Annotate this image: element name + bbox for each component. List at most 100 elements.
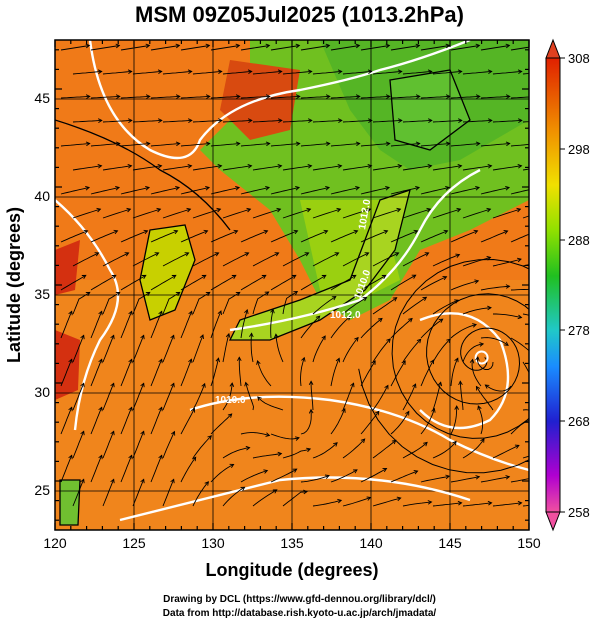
streamline: [510, 143, 529, 147]
streamline: [450, 324, 477, 339]
streamline-arrow: [293, 291, 299, 296]
streamline-arrow: [477, 405, 482, 411]
streamline: [210, 187, 240, 195]
streamline: [492, 208, 521, 219]
streamline-arrow: [303, 489, 308, 495]
streamline-arrow: [423, 441, 428, 447]
streamline-arrow: [355, 94, 361, 99]
streamline: [342, 497, 371, 507]
streamline-arrow: [173, 229, 179, 235]
streamline-arrow: [405, 410, 410, 416]
streamline: [312, 499, 342, 507]
streamline: [420, 276, 447, 291]
streamline-arrow: [366, 496, 372, 501]
streamline: [72, 208, 101, 219]
streamline: [222, 252, 249, 267]
streamline: [180, 311, 193, 339]
streamline: [72, 70, 102, 75]
streamline: [132, 383, 145, 411]
streamline: [420, 230, 448, 243]
streamline: [60, 143, 90, 147]
streamline: [162, 479, 175, 507]
streamline-arrow: [325, 43, 331, 49]
streamline-arrow: [412, 383, 417, 389]
streamline: [72, 479, 85, 507]
streamline-arrow: [518, 118, 523, 123]
streamline-arrow: [244, 381, 249, 387]
streamline-arrow: [336, 207, 342, 213]
streamline-arrow: [487, 163, 493, 169]
streamline: [240, 187, 270, 195]
streamline: [240, 44, 270, 51]
streamline: [360, 95, 390, 99]
streamline-arrow: [368, 118, 373, 123]
streamline: [459, 381, 464, 411]
streamline-arrow: [184, 252, 190, 257]
streamline: [60, 359, 73, 387]
streamline-arrow: [115, 141, 121, 147]
colorbar-tick-label: 268: [568, 414, 590, 429]
streamline-arrow: [536, 142, 540, 146]
streamline-arrow: [516, 207, 522, 213]
streamline-arrow: [337, 498, 343, 504]
streamline: [450, 476, 480, 483]
streamline: [330, 143, 360, 147]
x-tick-label: 150: [517, 535, 541, 551]
streamline: [330, 469, 358, 483]
streamline: [60, 230, 88, 243]
streamline: [120, 311, 133, 339]
y-tick-label: 45: [34, 90, 50, 106]
streamline: [132, 431, 145, 459]
streamline: [180, 359, 192, 387]
streamline-arrow: [391, 439, 397, 445]
streamline-arrow: [505, 284, 511, 289]
streamline-arrow: [442, 275, 448, 281]
streamline-arrow: [256, 360, 261, 365]
x-tick-label: 140: [359, 535, 383, 551]
streamline: [90, 407, 103, 435]
streamline-arrow: [140, 334, 145, 340]
streamline: [257, 360, 272, 387]
streamline: [102, 383, 115, 411]
streamline: [60, 95, 90, 99]
streamline-arrow: [128, 310, 133, 316]
streamline: [282, 291, 298, 315]
streamline-arrow: [386, 338, 391, 343]
streamline: [150, 143, 180, 147]
streamline: [342, 165, 372, 171]
streamline: [402, 442, 428, 459]
streamline: [270, 143, 300, 147]
streamline-arrow: [68, 406, 73, 412]
streamline: [102, 292, 121, 315]
colorbar-tick-label: 308: [568, 51, 590, 66]
x-tick-label: 125: [122, 535, 146, 551]
streamline: [90, 275, 117, 291]
streamline: [372, 338, 391, 363]
streamline-arrow: [398, 118, 403, 123]
streamline: [282, 165, 312, 171]
streamline: [210, 358, 219, 387]
coastlines: [55, 69, 471, 526]
streamline: [485, 384, 512, 392]
streamline: [275, 334, 284, 363]
streamline: [493, 313, 522, 319]
streamline-arrow: [115, 94, 121, 99]
streamline: [72, 335, 85, 363]
streamline-arrow: [293, 229, 299, 235]
streamline: [402, 296, 427, 315]
streamline: [390, 411, 410, 435]
streamline-arrow: [265, 432, 271, 437]
colorbar-tick-label: 258: [568, 505, 590, 520]
streamline: [150, 275, 177, 291]
streamline-arrow: [337, 163, 343, 169]
streamline-arrow: [458, 118, 463, 123]
streamline: [462, 70, 492, 75]
streamline-arrow: [375, 410, 380, 416]
streamline-arrow: [127, 69, 133, 74]
streamline-arrow: [475, 385, 481, 391]
streamline: [72, 119, 102, 123]
streamline-arrow: [488, 118, 493, 123]
streamline-arrow: [408, 317, 413, 323]
streamline: [432, 502, 462, 507]
streamline-arrow: [225, 332, 231, 338]
